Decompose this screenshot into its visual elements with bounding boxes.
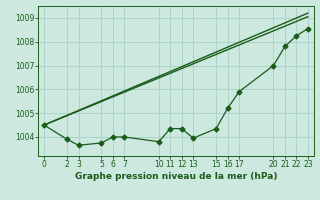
X-axis label: Graphe pression niveau de la mer (hPa): Graphe pression niveau de la mer (hPa)	[75, 172, 277, 181]
